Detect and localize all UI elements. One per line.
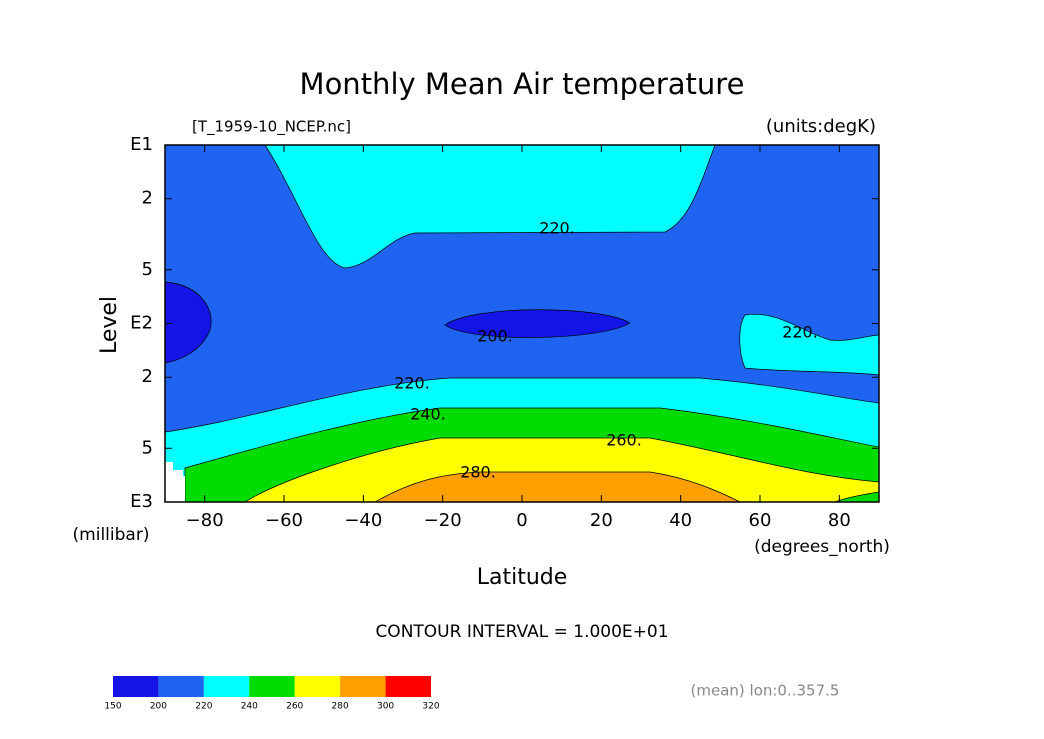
note: (mean) lon:0..357.5	[691, 682, 840, 700]
contour-label: 220.	[394, 374, 430, 393]
x-tick-label: 0	[516, 510, 527, 531]
colorbar-label: 320	[422, 702, 439, 712]
colorbar-box	[294, 676, 341, 697]
colorbar-box	[340, 676, 386, 697]
y-axis-unit: (millibar)	[73, 525, 150, 545]
x-tick-label: −20	[424, 510, 462, 531]
subtitle-right: (units:degK)	[766, 116, 876, 137]
colorbar-label: 150	[104, 702, 121, 712]
colorbar-box	[385, 676, 431, 697]
contour-label: 220.	[539, 219, 575, 238]
missing-data	[175, 490, 185, 502]
x-tick-label: 60	[749, 510, 772, 531]
y-tick-label: 2	[142, 188, 153, 209]
subtitle-left: [T_1959-10_NCEP.nc]	[192, 118, 351, 137]
contour-label: 240.	[410, 405, 446, 424]
y-tick-label: E3	[130, 491, 153, 512]
contour-label: 220.	[782, 323, 818, 342]
contour-region	[444, 309, 631, 338]
x-axis-unit: (degrees_north)	[754, 537, 890, 557]
colorbar-label: 280	[332, 702, 349, 712]
x-axis-label: Latitude	[477, 565, 568, 590]
contour-label: 200.	[477, 327, 513, 346]
colorbar-box	[249, 676, 295, 697]
colorbar-label: 220	[195, 702, 212, 712]
y-tick-label: E2	[130, 313, 153, 334]
colorbar-box	[113, 676, 159, 697]
y-tick-label: 5	[142, 259, 153, 280]
x-tick-label: 80	[828, 510, 851, 531]
x-tick-label: −80	[186, 510, 224, 531]
colorbar-label: 260	[286, 702, 303, 712]
contour-label: 280.	[460, 463, 496, 482]
colorbar-label: 300	[377, 702, 394, 712]
chart-title: Monthly Mean Air temperature	[300, 67, 745, 101]
y-tick-label: E1	[130, 134, 153, 155]
contour-region	[264, 144, 716, 269]
colorbar-label: 240	[241, 702, 258, 712]
contour-label: 260.	[606, 431, 642, 450]
x-tick-label: 20	[590, 510, 613, 531]
y-tick-label: 2	[142, 366, 153, 387]
contour-region	[243, 437, 880, 503]
x-tick-label: −40	[344, 510, 382, 531]
x-tick-label: 40	[669, 510, 692, 531]
y-axis-label: Level	[97, 296, 122, 354]
contour-region	[373, 471, 741, 503]
x-tick-label: −60	[265, 510, 303, 531]
contour-region	[164, 281, 212, 364]
contour-interval: CONTOUR INTERVAL = 1.000E+01	[375, 622, 668, 642]
colorbar-box	[158, 676, 204, 697]
y-tick-label: 5	[142, 437, 153, 458]
colorbar-label: 200	[150, 702, 167, 712]
colorbar-box	[203, 676, 250, 697]
